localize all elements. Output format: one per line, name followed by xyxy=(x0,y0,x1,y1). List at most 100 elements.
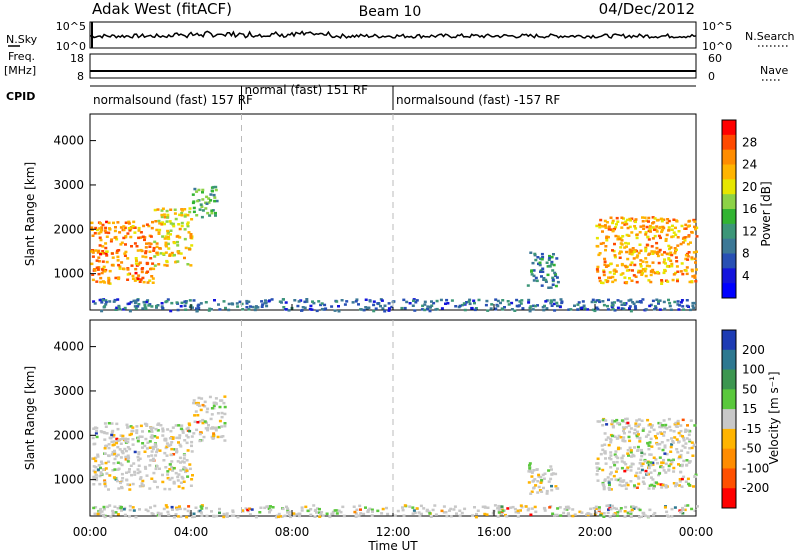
heatmap-cell xyxy=(608,456,611,460)
heatmap-cell xyxy=(151,281,155,284)
heatmap-cell xyxy=(690,269,694,273)
heatmap-cell xyxy=(127,470,131,474)
heatmap-cell xyxy=(364,506,367,509)
heatmap-cell xyxy=(532,304,535,308)
heatmap-cell xyxy=(600,512,604,516)
heatmap-cell xyxy=(277,515,280,519)
heatmap-cell xyxy=(119,506,123,510)
heatmap-cell xyxy=(220,411,224,415)
heatmap-cell xyxy=(177,424,181,427)
heatmap-cell xyxy=(663,452,667,455)
heatmap-cell xyxy=(141,442,145,445)
heatmap-cell xyxy=(686,424,689,427)
heatmap-cell xyxy=(309,304,313,308)
heatmap-cell xyxy=(119,462,123,465)
heatmap-cell xyxy=(131,274,135,278)
heatmap-cell xyxy=(631,247,635,250)
heatmap-cell xyxy=(145,474,149,477)
heatmap-cell xyxy=(315,511,318,514)
heatmap-cell xyxy=(99,460,103,463)
colorbar-swatch xyxy=(722,488,736,509)
heatmap-cell xyxy=(342,514,346,518)
heatmap-cell xyxy=(476,509,480,512)
heatmap-cell xyxy=(601,468,605,472)
heatmap-cell xyxy=(214,429,218,432)
heatmap-cell xyxy=(173,241,177,245)
heatmap-cell xyxy=(629,512,633,515)
heatmap-cell xyxy=(607,228,611,231)
heatmap-cell xyxy=(537,475,541,478)
heatmap-cell xyxy=(683,508,687,512)
heatmap-cell xyxy=(144,246,148,249)
heatmap-cell xyxy=(207,201,211,204)
heatmap-cell xyxy=(193,414,197,417)
heatmap-cell xyxy=(681,237,685,240)
heatmap-cell xyxy=(213,299,216,302)
heatmap-cell xyxy=(198,208,202,211)
heatmap-cell xyxy=(585,513,588,516)
heatmap-cell xyxy=(161,480,165,484)
heatmap-cell xyxy=(631,462,635,466)
heatmap-cell xyxy=(122,236,126,240)
heatmap-cell xyxy=(169,309,173,313)
nsky-panel xyxy=(89,21,697,49)
heatmap-cell xyxy=(645,472,649,475)
heatmap-cell xyxy=(126,273,130,276)
heatmap-cell xyxy=(496,299,500,303)
heatmap-cell xyxy=(501,299,505,302)
heatmap-cell xyxy=(165,445,169,448)
heatmap-cell xyxy=(609,276,613,279)
heatmap-cell xyxy=(148,446,152,449)
heatmap-cell xyxy=(675,265,679,268)
heatmap-cell xyxy=(484,303,488,307)
heatmap-cell xyxy=(132,462,136,465)
y-tick-label: 1000 xyxy=(53,267,84,281)
heatmap-cell xyxy=(552,302,556,306)
heatmap-cell xyxy=(128,508,132,512)
heatmap-cell xyxy=(225,514,229,517)
heatmap-cell xyxy=(611,434,614,438)
heatmap-cell xyxy=(116,259,120,262)
heatmap-cell xyxy=(610,301,614,305)
heatmap-cell xyxy=(213,199,217,203)
heatmap-cell xyxy=(676,244,680,247)
heatmap-cell xyxy=(166,428,170,431)
heatmap-cell xyxy=(665,452,669,456)
heatmap-cell xyxy=(462,302,466,305)
heatmap-cell xyxy=(625,233,629,237)
heatmap-cell xyxy=(655,219,659,222)
heatmap-cell xyxy=(609,441,613,444)
heatmap-cell xyxy=(300,509,304,512)
heatmap-cell xyxy=(641,272,644,275)
heatmap-cell xyxy=(167,444,171,448)
heatmap-cell xyxy=(129,425,133,428)
heatmap-cell xyxy=(669,251,673,254)
colorbar-tick-label: 200 xyxy=(742,343,765,357)
heatmap-cell xyxy=(146,270,150,273)
heatmap-cell xyxy=(630,231,634,234)
heatmap-cell xyxy=(452,508,456,511)
heatmap-cell xyxy=(136,437,140,440)
heatmap-cell xyxy=(166,473,170,476)
heatmap-cell xyxy=(595,473,599,476)
heatmap-cell xyxy=(430,300,433,303)
heatmap-cell xyxy=(665,510,669,514)
heatmap-cell xyxy=(135,431,139,435)
heatmap-cell xyxy=(617,422,621,425)
heatmap-cell xyxy=(650,483,654,487)
heatmap-cell xyxy=(647,279,651,282)
heatmap-cell xyxy=(117,487,121,490)
heatmap-cell xyxy=(581,300,585,303)
heatmap-cell xyxy=(672,466,676,470)
heatmap-cell xyxy=(608,472,612,476)
heatmap-cell xyxy=(565,508,569,511)
heatmap-cell xyxy=(205,195,209,199)
heatmap-cell xyxy=(652,487,655,490)
heatmap-cell xyxy=(680,449,684,452)
heatmap-cell xyxy=(133,305,137,308)
heatmap-cell xyxy=(684,236,688,239)
heatmap-cell xyxy=(381,307,385,310)
heatmap-cell xyxy=(113,452,117,456)
heatmap-cell xyxy=(658,226,662,230)
heatmap-cell xyxy=(629,298,633,302)
